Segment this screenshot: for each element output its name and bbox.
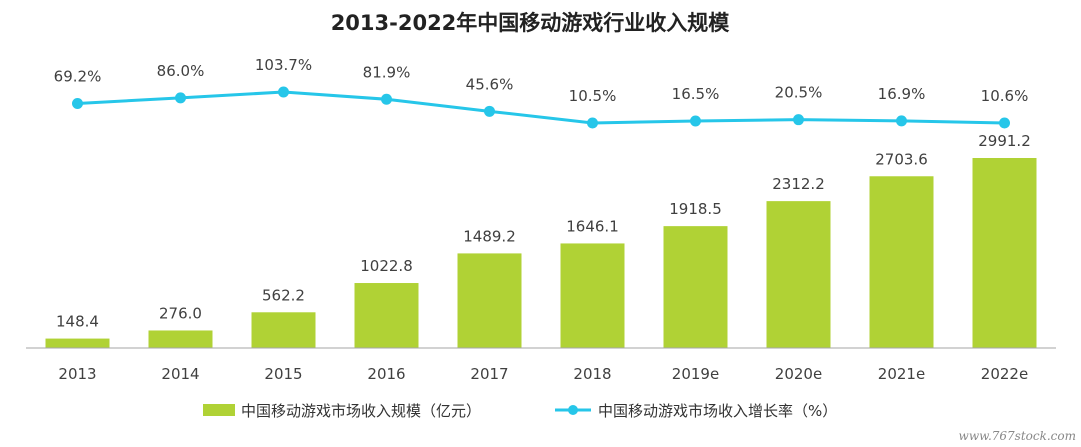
legend-line-label: 中国移动游戏市场收入增长率（%）: [598, 402, 837, 420]
x-tick-label: 2020e: [775, 365, 822, 383]
rate-point-2018: [587, 117, 598, 129]
bar-2016: [354, 283, 419, 348]
x-tick-label: 2014: [161, 365, 199, 383]
bar-2017: [457, 253, 522, 348]
rate-value-label: 16.5%: [672, 85, 720, 103]
rate-value-label: 81.9%: [363, 63, 411, 81]
bar-2020e: [766, 201, 831, 348]
rate-value-label: 69.2%: [54, 67, 102, 85]
rate-value-labels: 69.2% 86.0% 103.7% 81.9% 45.6% 10.5% 16.5% 20.5…: [54, 56, 1029, 105]
rate-point-2013: [72, 97, 83, 109]
bar-2022e: [972, 158, 1037, 348]
bar-2014: [148, 330, 213, 348]
x-tick-label: 2013: [58, 365, 96, 383]
rate-line: [77, 90, 1005, 125]
chart-title: 2013-2022年中国移动游戏行业收入规模: [331, 11, 731, 35]
bar-value-label: 1022.8: [360, 257, 413, 275]
rate-point-2020e: [793, 114, 804, 126]
rate-point-2021e: [896, 115, 907, 127]
bar-value-label: 1489.2: [463, 227, 516, 245]
bar-value-label: 2703.6: [875, 150, 928, 168]
rate-point-2014: [175, 92, 186, 104]
bar-2015: [251, 312, 316, 348]
bar-2019e: [663, 226, 728, 348]
legend-line-marker: [568, 405, 578, 415]
watermark: www.767stock.com: [959, 429, 1076, 443]
bar-value-label: 562.2: [262, 286, 305, 304]
rate-point-2022e: [999, 117, 1010, 129]
bar-value-label: 2312.2: [772, 175, 825, 193]
x-axis-tick-labels: 2013 2014 2015 2016 2017 2018 2019e 2020e 2021e 2…: [58, 365, 1028, 383]
x-tick-label: 2016: [367, 365, 405, 383]
rate-value-label: 16.9%: [878, 85, 926, 103]
legend-bar-label: 中国移动游戏市场收入规模（亿元）: [241, 402, 481, 420]
legend: 中国移动游戏市场收入规模（亿元） 中国移动游戏市场收入增长率（%）: [203, 402, 837, 420]
bar-2018: [560, 243, 625, 348]
legend-bar-swatch: [203, 404, 235, 416]
x-tick-label: 2017: [470, 365, 508, 383]
bar-2021e: [869, 176, 934, 348]
bar-value-label: 1646.1: [566, 217, 619, 235]
rate-value-label: 10.6%: [981, 87, 1029, 105]
rate-point-2019e: [690, 115, 701, 127]
x-tick-label: 2015: [264, 365, 302, 383]
rate-value-label: 20.5%: [775, 84, 823, 102]
bar-value-label: 2991.2: [978, 132, 1031, 150]
rate-value-label: 86.0%: [157, 62, 205, 80]
rate-value-label: 45.6%: [466, 75, 514, 93]
bar-value-label: 276.0: [159, 304, 202, 322]
rate-point-2015: [278, 86, 289, 98]
bar-value-labels: 148.4 276.0 562.2 1022.8 1489.2 1646.1 1918.5 2…: [56, 132, 1031, 331]
rate-value-label: 10.5%: [569, 87, 617, 105]
bar-value-label: 1918.5: [669, 200, 722, 218]
x-tick-label: 2021e: [878, 365, 925, 383]
rate-line-series: [72, 86, 1010, 129]
rate-value-label: 103.7%: [255, 56, 312, 74]
rate-point-2016: [381, 93, 392, 105]
x-tick-label: 2022e: [981, 365, 1028, 383]
bar-value-label: 148.4: [56, 313, 99, 331]
x-tick-label: 2018: [573, 365, 611, 383]
rate-point-2017: [484, 105, 495, 117]
x-tick-label: 2019e: [672, 365, 719, 383]
bar-series: [45, 158, 1037, 348]
bar-2013: [45, 338, 110, 348]
